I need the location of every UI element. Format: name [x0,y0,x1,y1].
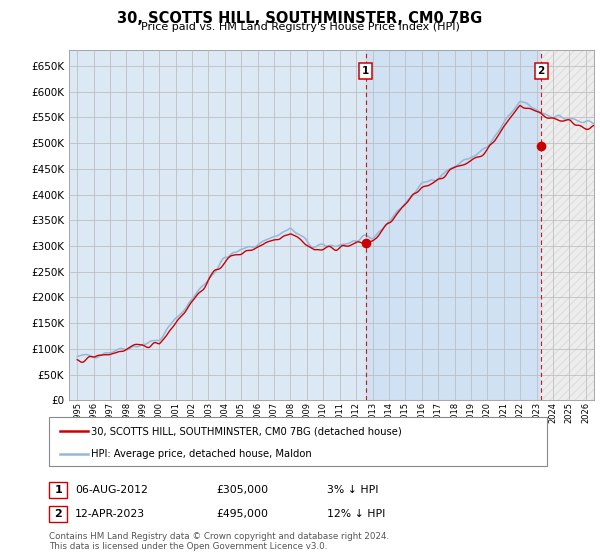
Text: £305,000: £305,000 [216,485,268,495]
Bar [541,50,594,400]
Bar [541,50,594,400]
Bar [365,50,541,400]
Text: 2: 2 [55,509,62,519]
Text: 30, SCOTTS HILL, SOUTHMINSTER, CM0 7BG (detached house): 30, SCOTTS HILL, SOUTHMINSTER, CM0 7BG (… [91,426,402,436]
Text: 12% ↓ HPI: 12% ↓ HPI [327,509,385,519]
Text: HPI: Average price, detached house, Maldon: HPI: Average price, detached house, Mald… [91,449,312,459]
Text: £495,000: £495,000 [216,509,268,519]
Text: 30, SCOTTS HILL, SOUTHMINSTER, CM0 7BG: 30, SCOTTS HILL, SOUTHMINSTER, CM0 7BG [118,11,482,26]
Text: 1: 1 [362,66,369,76]
Text: Price paid vs. HM Land Registry's House Price Index (HPI): Price paid vs. HM Land Registry's House … [140,22,460,32]
Text: 1: 1 [55,485,62,495]
Text: Contains HM Land Registry data © Crown copyright and database right 2024.
This d: Contains HM Land Registry data © Crown c… [49,532,389,552]
Text: 12-APR-2023: 12-APR-2023 [75,509,145,519]
Text: 3% ↓ HPI: 3% ↓ HPI [327,485,379,495]
Text: 2: 2 [538,66,545,76]
Text: 06-AUG-2012: 06-AUG-2012 [75,485,148,495]
